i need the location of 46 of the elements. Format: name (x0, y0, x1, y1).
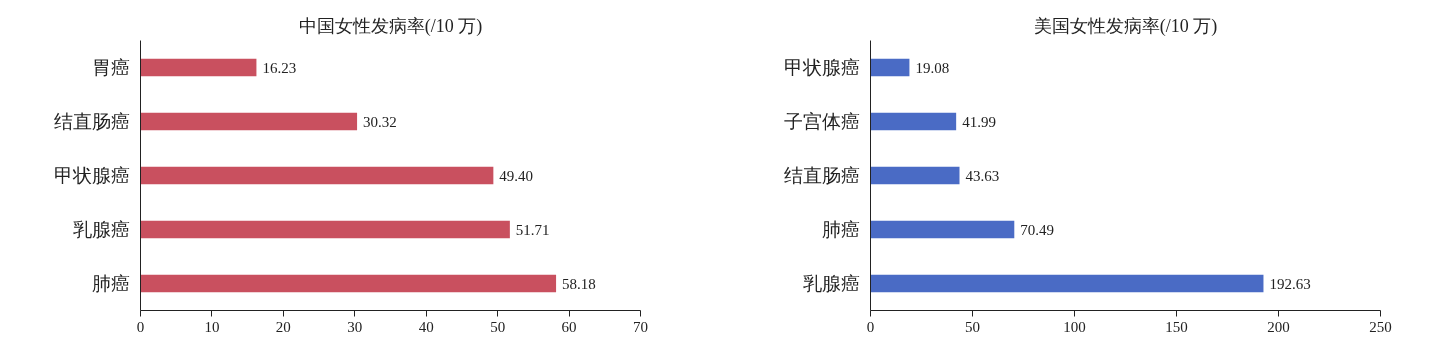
bar (870, 58, 910, 77)
bar (140, 112, 358, 131)
data-label: 41.99 (962, 113, 996, 130)
x-tick-label: 70 (633, 318, 648, 335)
x-tick-label: 20 (275, 318, 291, 335)
data-label: 58.18 (562, 275, 596, 292)
data-label: 192.63 (1269, 275, 1311, 292)
x-tick-label: 150 (1165, 318, 1188, 335)
y-tick-label: 子宫体癌 (783, 111, 860, 132)
bar (870, 274, 1264, 293)
data-label: 30.32 (363, 113, 397, 130)
x-tick-label: 250 (1369, 318, 1392, 335)
y-tick-label: 肺癌 (821, 219, 860, 240)
data-label: 19.08 (915, 59, 950, 76)
x-tick-label: 50 (965, 318, 980, 335)
data-label: 51.71 (515, 221, 550, 238)
y-tick-label: 结直肠癌 (783, 165, 860, 186)
bar (140, 58, 257, 77)
y-tick-label: 肺癌 (91, 273, 130, 294)
x-tick-label: 200 (1267, 318, 1290, 335)
bar (140, 220, 510, 239)
x-tick-label: 0 (136, 318, 145, 335)
y-tick-label: 甲状腺癌 (783, 57, 860, 78)
x-tick-label: 0 (866, 318, 875, 335)
data-label: 16.23 (262, 59, 297, 76)
data-label: 70.49 (1020, 221, 1055, 238)
x-tick-label: 60 (561, 318, 577, 335)
x-tick-label: 30 (347, 318, 363, 335)
y-tick-label: 乳腺癌 (72, 219, 130, 240)
y-tick-label: 结直肠癌 (53, 111, 130, 132)
data-label: 43.63 (965, 167, 1000, 184)
bar (870, 166, 960, 185)
y-tick-label: 胃癌 (91, 57, 130, 78)
chart-title: 美国女性发病率(/10 万) (1033, 15, 1218, 37)
y-tick-label: 甲状腺癌 (53, 165, 130, 186)
x-tick-label: 10 (204, 318, 220, 335)
x-tick-label: 100 (1063, 318, 1086, 335)
bar (140, 274, 557, 293)
data-label: 49.40 (499, 167, 534, 184)
bar (140, 166, 494, 185)
y-tick-label: 乳腺癌 (802, 273, 860, 294)
bar (870, 220, 1015, 239)
x-tick-label: 50 (490, 318, 506, 335)
x-tick-label: 40 (418, 318, 434, 335)
bar (870, 112, 957, 131)
chart-title: 中国女性发病率(/10 万) (298, 15, 483, 37)
